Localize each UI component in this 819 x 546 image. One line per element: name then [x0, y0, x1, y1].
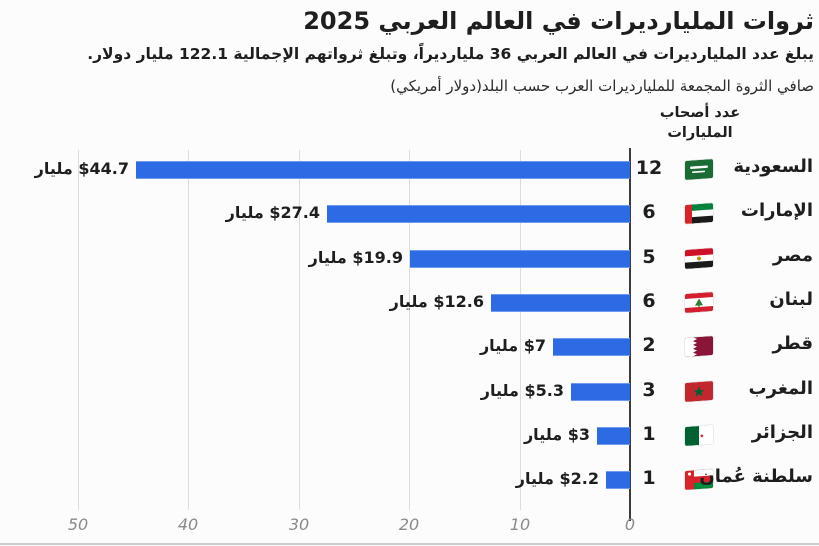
country-label: الجزائر	[751, 422, 813, 443]
country-label: السعودية	[733, 156, 813, 177]
wealth-bar	[571, 383, 630, 401]
wealth-bar	[606, 471, 630, 489]
x-tick-40: 40	[177, 515, 199, 534]
flag-egypt-icon	[683, 248, 715, 269]
wealth-bar	[597, 427, 630, 445]
billionaire-count: 1	[642, 467, 656, 489]
page-title: ثروات المليارديرات في العالم العربي 2025	[303, 7, 814, 35]
bar-value-label: $3 مليار	[523, 425, 590, 444]
zero-axis-line	[629, 148, 631, 521]
country-label: المغرب	[748, 378, 813, 399]
table-row: $5.3 مليار 3 المغرب	[0, 378, 819, 402]
country-label: الإمارات	[740, 200, 813, 221]
billionaire-count: 2	[642, 334, 656, 356]
bottom-divider	[0, 543, 819, 545]
billionaire-count: 5	[642, 246, 656, 268]
gridline-10	[520, 150, 521, 510]
flag-lebanon-icon	[683, 292, 715, 313]
billionaire-count: 6	[642, 201, 656, 223]
count-column-header-line1: عدد أصحاب	[659, 105, 741, 121]
gridline-30	[299, 150, 300, 510]
country-label: لبنان	[769, 289, 813, 310]
gridline-40	[188, 150, 189, 510]
flag-qatar-icon	[683, 336, 715, 357]
table-row: $27.4 مليار 6 الإمارات	[0, 200, 819, 224]
table-row: $12.6 مليار 6 لبنان	[0, 289, 819, 313]
x-tick-10: 10	[509, 515, 531, 534]
bar-value-label: $27.4 مليار	[225, 203, 320, 222]
axis-units-note: صافي الثروة المجمعة للمليارديرات العرب ح…	[390, 77, 814, 95]
x-tick-20: 20	[398, 515, 420, 534]
flag-morocco-icon	[683, 381, 715, 402]
country-label: قطر	[772, 333, 813, 354]
billionaire-count: 3	[642, 379, 656, 401]
table-row: $44.7 مليار 12 السعودية	[0, 156, 819, 180]
bar-value-label: $19.9 مليار	[308, 248, 403, 267]
x-tick-0: 0	[624, 515, 636, 534]
table-row: $3 مليار 1 الجزائر	[0, 422, 819, 446]
x-tick-50: 50	[67, 515, 89, 534]
country-label: سلطنة عُمان	[699, 466, 813, 487]
bar-value-label: $12.6 مليار	[389, 292, 484, 311]
table-row: $7 مليار 2 قطر	[0, 333, 819, 357]
count-column-header-line2: المليارات	[667, 124, 733, 141]
wealth-bar	[491, 294, 630, 312]
bar-value-label: $44.7 مليار	[34, 159, 129, 178]
bar-value-label: $7 مليار	[479, 336, 546, 355]
count-column-header: عدد أصحاب المليارات	[638, 104, 762, 143]
flag-uae-icon	[683, 203, 715, 224]
chart-subtitle: يبلغ عدد المليارديرات في العالم العربي 3…	[87, 45, 814, 63]
bar-value-label: $2.2 مليار	[515, 469, 599, 488]
flag-algeria-icon	[683, 425, 715, 446]
flag-saudi-arabia-icon	[683, 159, 715, 180]
x-tick-30: 30	[288, 515, 310, 534]
wealth-bar	[553, 338, 630, 356]
gridline-20	[409, 150, 410, 510]
gridline-50	[78, 150, 79, 510]
billionaire-count: 6	[642, 290, 656, 312]
country-label: مصر	[772, 245, 813, 266]
billionaire-count: 1	[642, 423, 656, 445]
billionaire-count: 12	[635, 157, 663, 179]
wealth-bar	[136, 161, 630, 179]
wealth-bar	[410, 250, 630, 268]
table-row: $19.9 مليار 5 مصر	[0, 245, 819, 269]
flag-oman-icon	[683, 469, 715, 490]
table-row: $2.2 مليار 1 سلطنة عُمان	[0, 466, 819, 490]
wealth-bar	[327, 205, 630, 223]
bar-value-label: $5.3 مليار	[480, 381, 564, 400]
